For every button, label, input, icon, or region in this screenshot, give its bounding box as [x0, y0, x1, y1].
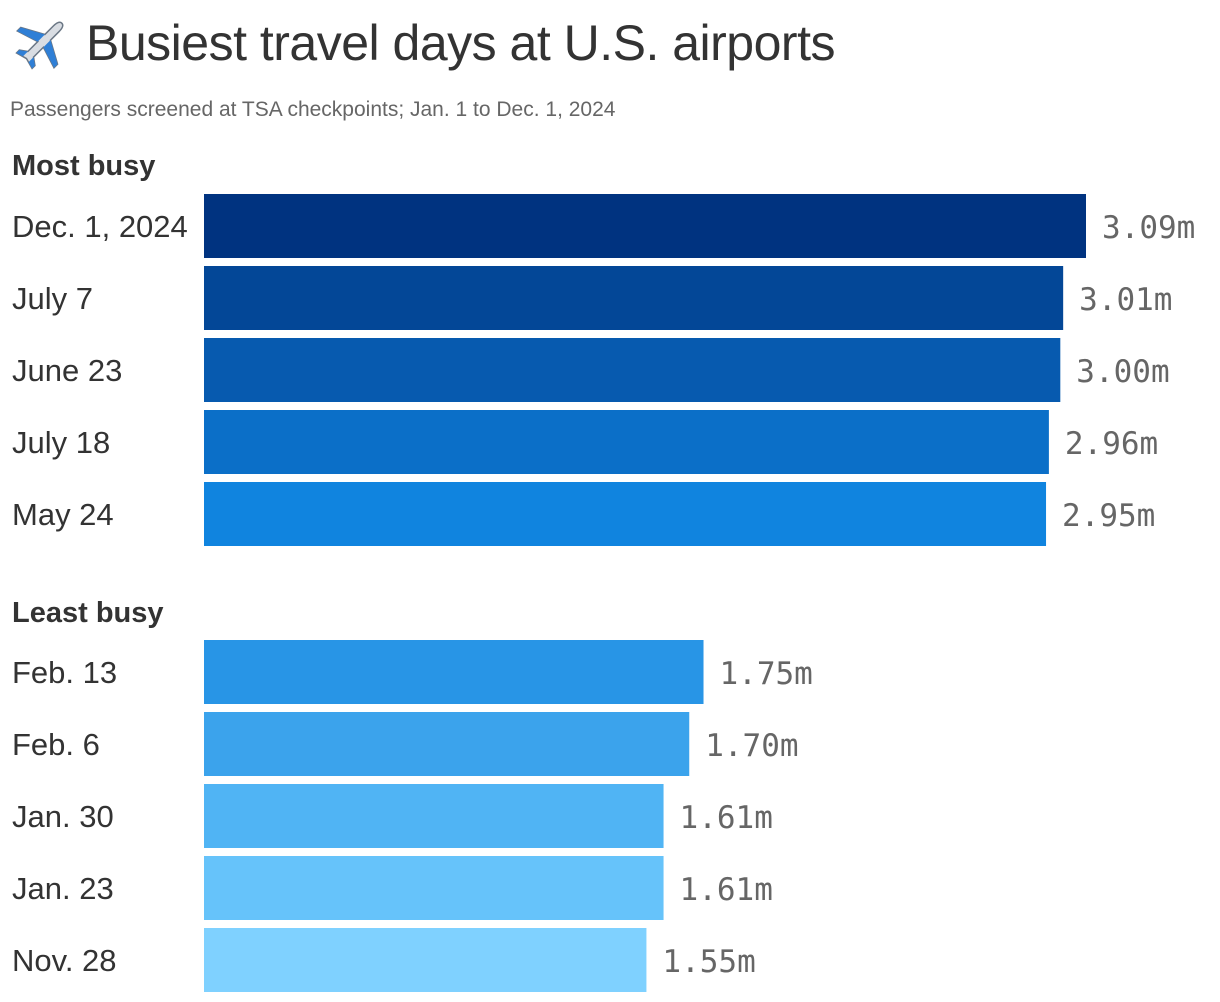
chart-title: Busiest travel days at U.S. airports: [86, 15, 835, 71]
category-label: July 18: [12, 425, 110, 460]
bar: [204, 482, 1047, 546]
bar: [204, 784, 664, 848]
airplane-icon: [15, 21, 64, 70]
category-label: Jan. 30: [12, 799, 114, 834]
title-row: Busiest travel days at U.S. airports: [10, 8, 835, 78]
category-label: July 7: [12, 281, 93, 316]
value-label: 1.61m: [680, 872, 773, 908]
value-label: 3.09m: [1102, 210, 1195, 246]
category-label: May 24: [12, 497, 114, 532]
value-label: 3.01m: [1079, 282, 1172, 318]
bar: [204, 266, 1064, 330]
bar: [204, 856, 664, 920]
value-label: 3.00m: [1076, 354, 1169, 390]
category-label: Feb. 13: [12, 655, 117, 690]
bar: [204, 410, 1049, 474]
value-label: 1.70m: [705, 728, 798, 764]
section-label: Least busy: [12, 597, 164, 629]
bar: [204, 640, 704, 704]
category-label: Nov. 28: [12, 943, 117, 978]
value-label: 1.61m: [680, 800, 773, 836]
value-label: 2.95m: [1062, 498, 1155, 534]
category-label: June 23: [12, 353, 122, 388]
bar: [204, 928, 647, 992]
bar: [204, 194, 1086, 258]
section-label: Most busy: [12, 150, 155, 182]
category-label: Dec. 1, 2024: [12, 209, 188, 244]
chart-subtitle: Passengers screened at TSA checkpoints; …: [10, 98, 616, 121]
value-label: 2.96m: [1065, 426, 1158, 462]
category-label: Jan. 23: [12, 871, 114, 906]
category-label: Feb. 6: [12, 727, 100, 762]
value-label: 1.75m: [720, 656, 813, 692]
value-label: 1.55m: [662, 944, 755, 980]
bar: [204, 712, 690, 776]
bar: [204, 338, 1061, 402]
